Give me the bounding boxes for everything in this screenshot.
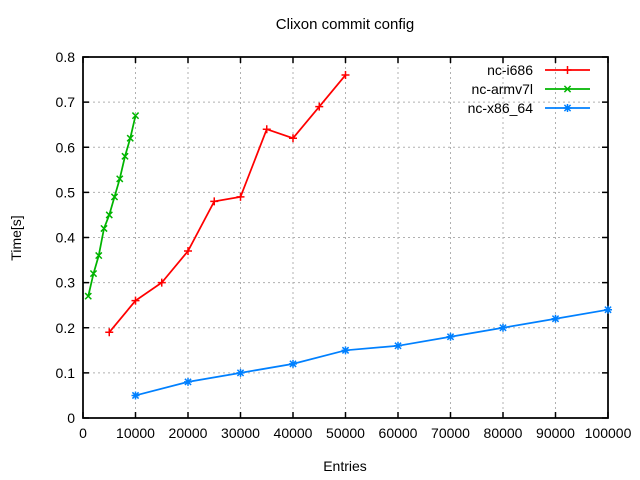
legend-label: nc-i686 <box>487 62 533 78</box>
x-tick-label: 100000 <box>585 425 632 441</box>
x-axis-label: Entries <box>323 458 367 474</box>
x-tick-label: 70000 <box>431 425 470 441</box>
legend-entry: nc-x86_64 <box>468 100 590 116</box>
series-nc-armv7l <box>84 112 140 300</box>
y-tick-label: 0.8 <box>56 49 76 65</box>
y-tick-label: 0.6 <box>56 139 76 155</box>
series-nc-i686 <box>105 71 350 337</box>
series-line <box>135 308 609 397</box>
legend-marker <box>563 104 572 112</box>
x-tick-label: 20000 <box>169 425 208 441</box>
x-tick-label: 50000 <box>326 425 365 441</box>
y-tick-label: 0.2 <box>56 320 76 336</box>
x-tick-label: 90000 <box>536 425 575 441</box>
y-tick-label: 0.1 <box>56 365 76 381</box>
legend-entry: nc-i686 <box>487 62 590 78</box>
y-tick-label: 0.3 <box>56 275 76 291</box>
series-nc-x86-64 <box>131 305 612 400</box>
grid-lines <box>83 57 608 418</box>
x-tick-label: 40000 <box>274 425 313 441</box>
x-tick-label: 30000 <box>221 425 260 441</box>
y-tick-label: 0.5 <box>56 184 76 200</box>
series-line <box>108 74 347 333</box>
y-tick-label: 0.4 <box>56 230 76 246</box>
y-tick-label: 0 <box>67 410 75 426</box>
legend-marker <box>563 66 572 74</box>
series-markers <box>105 71 350 337</box>
y-tick-labels: 0 0.1 0.2 0.3 0.4 0.5 0.6 0.7 0.8 <box>56 49 76 426</box>
plot-border <box>82 56 609 419</box>
y-tick-label: 0.7 <box>56 94 76 110</box>
x-tick-labels: 0 10000 20000 30000 40000 50000 60000 70000 8000… <box>79 425 631 441</box>
chart-title: Clixon commit config <box>275 16 415 33</box>
x-tick-label: 80000 <box>484 425 523 441</box>
legend: nc-i686 nc-armv7l nc-x86_64 <box>468 62 590 116</box>
x-tick-label: 60000 <box>379 425 418 441</box>
series-markers <box>84 112 140 300</box>
series-markers <box>131 305 612 400</box>
legend-entry: nc-armv7l <box>472 81 590 97</box>
x-tick-label: 0 <box>79 425 87 441</box>
series-line <box>87 115 137 297</box>
x-tick-label: 10000 <box>116 425 155 441</box>
legend-label: nc-x86_64 <box>468 100 534 116</box>
legend-marker <box>563 85 572 93</box>
legend-label: nc-armv7l <box>472 81 533 97</box>
